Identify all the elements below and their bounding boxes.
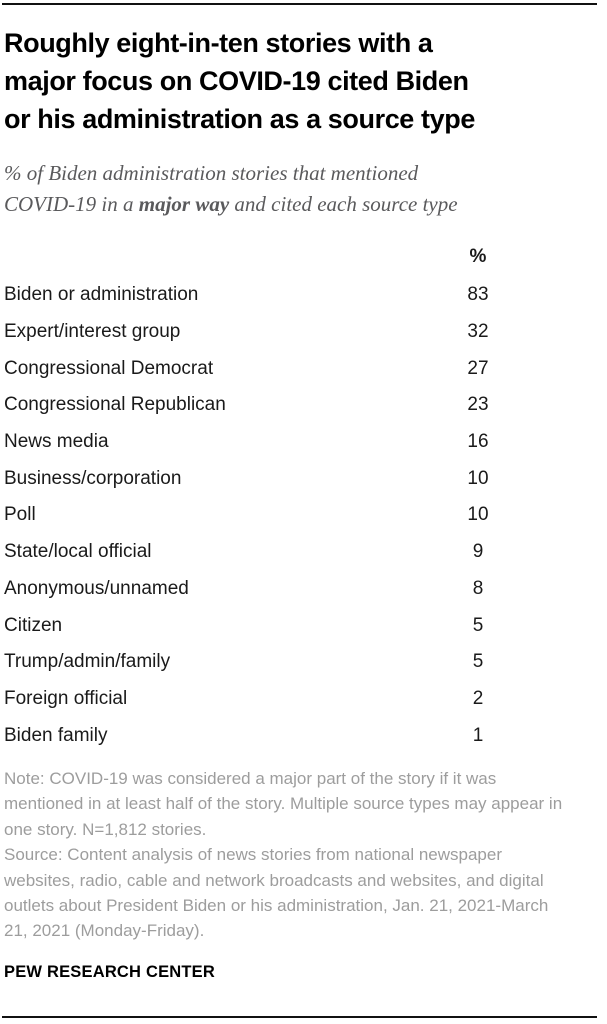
percent-value: 5: [472, 651, 484, 673]
percent-value: 5: [472, 614, 484, 636]
table-row: Poll 10: [4, 497, 600, 534]
source-type-label: Citizen: [4, 614, 63, 636]
chart-subtitle-line-2: COVID-19 in a major way and cited each s…: [4, 189, 600, 220]
percent-value: 8: [472, 577, 484, 599]
source-type-label: Poll: [4, 504, 36, 526]
table-row: Citizen 5: [4, 607, 600, 644]
table-row: Anonymous/unnamed 8: [4, 571, 600, 608]
percent-value: 10: [467, 504, 489, 526]
table-row: State/local official 9: [4, 534, 600, 571]
table-row: Trump/admin/family 5: [4, 644, 600, 681]
source-type-label: Congressional Democrat: [4, 357, 214, 379]
bottom-rule: [2, 1016, 597, 1018]
table-row: Foreign official 2: [4, 681, 600, 718]
table-row: Expert/interest group 32: [4, 314, 600, 351]
table-row: Biden or administration 83: [4, 277, 600, 314]
percent-value: 32: [467, 321, 489, 343]
source-type-label: Biden family: [4, 724, 108, 746]
percent-value: 10: [467, 467, 489, 489]
source-type-label: Anonymous/unnamed: [4, 577, 189, 599]
source-type-label: Expert/interest group: [4, 321, 181, 343]
percent-value: 1: [472, 724, 484, 746]
chart-subtitle-line-1: % of Biden administration stories that m…: [4, 161, 419, 185]
note-text: Note: COVID-19 was considered a major pa…: [4, 769, 563, 839]
table-row: Congressional Democrat 27: [4, 350, 600, 387]
source-type-label: Biden or administration: [4, 284, 199, 306]
percent-value: 83: [467, 284, 489, 306]
percent-value: 27: [467, 357, 489, 379]
percent-value: 16: [467, 431, 489, 453]
percent-value: 2: [472, 687, 484, 709]
chart-title-line-1: Roughly eight-in-ten stories with a: [4, 28, 433, 58]
source-type-label: Business/corporation: [4, 467, 182, 489]
table-row: Business/corporation 10: [4, 460, 600, 497]
table-header-row: %: [4, 244, 600, 277]
chart-title: Roughly eight-in-ten stories with a majo…: [4, 24, 600, 138]
percent-value: 9: [472, 541, 484, 563]
subtitle-text-emphasis: major way: [138, 192, 230, 216]
subtitle-text-pre: COVID-19 in a: [4, 192, 139, 216]
footnotes: Note: COVID-19 was considered a major pa…: [4, 766, 576, 944]
table-row: Biden family 1: [4, 717, 600, 754]
chart-title-line-2: major focus on COVID-19 cited Biden: [4, 66, 469, 96]
source-text: Source: Content analysis of news stories…: [4, 845, 549, 941]
table-body: Biden or administration 83 Expert/intere…: [4, 277, 600, 754]
subtitle-text-post: and cited each source type: [229, 192, 458, 216]
table-row: News media 16: [4, 424, 600, 461]
source-type-label: News media: [4, 431, 109, 453]
source-type-label: Trump/admin/family: [4, 651, 171, 673]
pew-research-center-wordmark: PEW RESEARCH CENTER: [4, 963, 215, 981]
chart-title-line-3: or his administration as a source type: [4, 104, 475, 134]
table-row: Congressional Republican 23: [4, 387, 600, 424]
percent-value: 23: [467, 394, 489, 416]
chart-subtitle: % of Biden administration stories that m…: [4, 158, 600, 220]
percent-column-header: %: [469, 246, 487, 267]
data-table: % Biden or administration 83 Expert/inte…: [4, 244, 600, 754]
source-type-label: Foreign official: [4, 687, 128, 709]
source-type-label: Congressional Republican: [4, 394, 226, 416]
source-type-label: State/local official: [4, 541, 152, 563]
top-rule: [2, 3, 597, 5]
